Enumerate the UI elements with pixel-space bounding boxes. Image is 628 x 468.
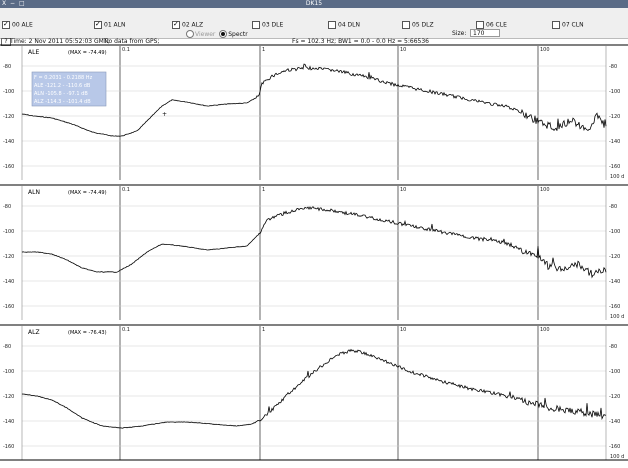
spectrum-trace <box>21 206 607 279</box>
y-tick-label-right: -140 <box>609 279 620 285</box>
channel-label: 04 DLN <box>338 21 360 29</box>
checkbox-icon[interactable] <box>552 21 560 29</box>
cursor-marker: + <box>162 111 167 118</box>
checkbox-icon[interactable] <box>328 21 336 29</box>
y-tick-label-left: -160 <box>3 304 14 310</box>
channel-label: 03 DLE <box>262 21 284 29</box>
x-decade-label: 0.1 <box>122 327 130 333</box>
channel-checkbox-03-dle[interactable]: 03 DLE <box>252 21 283 29</box>
y-tick-label-left: -100 <box>3 229 14 235</box>
x-decade-label: 100 <box>540 327 550 333</box>
y-tick-label-right: -80 <box>609 344 617 350</box>
checkbox-icon[interactable] <box>94 20 102 29</box>
channel-checkbox-05-dlz[interactable]: 05 DLZ <box>402 21 434 29</box>
x-decade-label: 1 <box>262 327 265 333</box>
radio-viewer[interactable]: Viewer <box>186 30 215 38</box>
y-tick-label-left: -120 <box>3 254 14 260</box>
mode-radio-group: Viewer Spectr <box>186 30 248 39</box>
gps-status: No data from GPS; <box>104 38 160 45</box>
time-readout: Time: 2 Nov 2011 05:52:03 GMT; <box>10 38 110 45</box>
y-tick-label-left: -160 <box>3 164 14 170</box>
y-tick-label-right: -100 <box>609 229 620 235</box>
channel-name: ALE <box>28 49 39 56</box>
max-value-label: (MAX = -74.49) <box>68 190 107 196</box>
y-tick-label-right: -140 <box>609 139 620 145</box>
x-decade-label: 10 <box>400 47 406 53</box>
y-tick-label-left: -140 <box>3 139 14 145</box>
x-decade-label: 0.1 <box>122 47 130 53</box>
channel-name: ALN <box>28 189 40 196</box>
tooltip-line: ALE -121.2 - -110.6 dB <box>34 83 91 89</box>
y-tick-label-left: -140 <box>3 419 14 425</box>
y-tick-label-right: -120 <box>609 114 620 120</box>
y-tick-label-right: -100 <box>609 369 620 375</box>
tooltip-line: ALN -105.8 - -97.1 dB <box>34 91 88 97</box>
x-decade-label: 0.1 <box>122 187 130 193</box>
spectrum-trace <box>21 63 607 137</box>
checkbox-icon[interactable] <box>2 20 10 29</box>
y-tick-label-right: -100 <box>609 89 620 95</box>
readout-tooltip <box>31 71 107 107</box>
radio-selected-icon[interactable] <box>219 30 228 38</box>
channel-label: 05 DLZ <box>412 21 434 29</box>
channel-checkbox-04-dln[interactable]: 04 DLN <box>328 21 360 29</box>
radio-spectr[interactable]: Spectr <box>219 30 248 38</box>
max-value-label: (MAX = -74.49) <box>68 50 107 56</box>
params-readout: Fs = 102.3 Hz; BW1 = 0.0 - 0.0 Hz = 5:66… <box>292 38 429 45</box>
x-decade-label: 1 <box>262 187 265 193</box>
tooltip-line: ALZ -114.3 - -101.4 dB <box>34 99 91 105</box>
y-tick-label-right: -80 <box>609 204 617 210</box>
channel-checkbox-00-ale[interactable]: 00 ALE <box>2 20 33 29</box>
channel-checkbox-01-aln[interactable]: 01 ALN <box>94 20 126 29</box>
y-tick-label-right: -120 <box>609 254 620 260</box>
y-tick-label-left: -80 <box>3 64 11 70</box>
x-decade-label: 100 <box>540 187 550 193</box>
y-tick-label-left: -100 <box>3 369 14 375</box>
window-controls[interactable]: X − □ <box>2 0 26 7</box>
y-tick-label-right: -160 <box>609 304 620 310</box>
window-title: DK15 <box>305 0 323 7</box>
checkbox-icon[interactable] <box>402 21 410 29</box>
y-tick-label-right: -140 <box>609 419 620 425</box>
checkbox-icon[interactable] <box>252 21 260 29</box>
y-tick-label-left: -80 <box>3 204 11 210</box>
y-tick-label-left: -160 <box>3 444 14 450</box>
y-tick-label-right: -80 <box>609 64 617 70</box>
channel-label: 02 ALZ <box>182 21 204 29</box>
window-titlebar: X − □ DK15 <box>0 0 628 8</box>
x-decade-label: 10 <box>400 327 406 333</box>
y-tick-label-right: -120 <box>609 394 620 400</box>
y-tick-label-right: -160 <box>609 444 620 450</box>
checkbox-icon[interactable] <box>476 21 484 29</box>
max-value-label: (MAX = -76.43) <box>68 330 107 336</box>
x-decade-label: 10 <box>400 187 406 193</box>
y-tick-label-right: -160 <box>609 164 620 170</box>
y-tick-label-left: -140 <box>3 279 14 285</box>
checkbox-icon[interactable] <box>172 20 180 29</box>
y-tick-label-left: -120 <box>3 114 14 120</box>
size-label: Size: <box>452 30 467 37</box>
tooltip-line: F = 0.2031 - 0.2188 Hz <box>34 75 93 81</box>
channel-name: ALZ <box>28 329 40 336</box>
channel-label: 00 ALE <box>12 21 33 29</box>
frequency-axis-label: 100 d <box>610 314 624 320</box>
x-decade-label: 1 <box>262 47 265 53</box>
channel-label: 06 CLE <box>486 21 507 29</box>
size-input[interactable]: 170 <box>470 29 500 37</box>
control-bar: 00 ALE 01 ALN 02 ALZ 03 DLE 04 DLN 05 DL… <box>0 8 628 46</box>
channel-checkbox-06-cle[interactable]: 06 CLE <box>476 21 507 29</box>
frequency-axis-label: 100 d <box>610 454 624 460</box>
channel-label: 07 CLN <box>562 21 584 29</box>
channel-checkbox-02-alz[interactable]: 02 ALZ <box>172 20 204 29</box>
y-tick-label-left: -100 <box>3 89 14 95</box>
x-decade-label: 100 <box>540 47 550 53</box>
y-tick-label-left: -120 <box>3 394 14 400</box>
channel-label: 01 ALN <box>104 21 126 29</box>
channel-checkbox-07-cln[interactable]: 07 CLN <box>552 21 584 29</box>
frequency-axis-label: 100 d <box>610 174 624 180</box>
spectrum-trace <box>21 348 607 429</box>
radio-icon[interactable] <box>186 30 194 38</box>
y-tick-label-left: -80 <box>3 344 11 350</box>
